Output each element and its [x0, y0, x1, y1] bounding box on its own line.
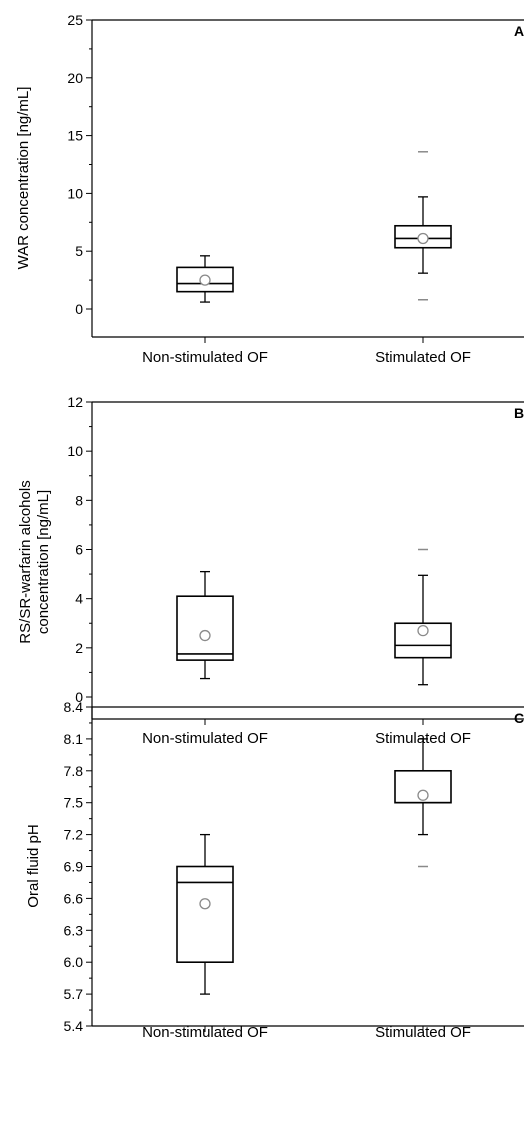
x-tick-label: Non-stimulated OF — [142, 730, 268, 747]
box-body — [176, 595, 234, 661]
y-tick-label: 8 — [75, 492, 83, 508]
mean-marker — [417, 232, 429, 245]
mean-marker — [199, 274, 211, 286]
y-tick-label: 6.3 — [64, 922, 84, 938]
mean-marker — [417, 789, 429, 801]
panel-label: A — [514, 23, 524, 39]
y-axis-label-line: concentration [ng/mL] — [35, 490, 52, 634]
y-tick-label: 8.1 — [64, 731, 84, 747]
y-axis-label-line: RS/SR-warfarin alcohols — [17, 480, 34, 643]
mean-marker — [417, 624, 429, 637]
y-tick-label: 7.5 — [64, 795, 84, 811]
y-tick-label: 20 — [67, 70, 83, 86]
y-tick-label: 25 — [67, 12, 83, 28]
y-tick-label: 5.4 — [64, 1018, 84, 1034]
y-tick-label: 5.7 — [64, 986, 84, 1002]
x-tick-label: Stimulated OF — [375, 1024, 471, 1041]
x-tick-label: Non-stimulated OF — [142, 1024, 268, 1041]
panel-a: 0 5 10 15 20 25 Non-stimulated OF Stimulated OF… — [15, 12, 524, 366]
y-tick-label: 4 — [75, 591, 83, 607]
mean-marker — [199, 898, 211, 910]
box-1 — [176, 255, 234, 303]
y-tick-label: 7.8 — [64, 763, 84, 779]
y-tick-label: 0 — [75, 689, 83, 705]
y-tick-label: 15 — [67, 128, 83, 144]
y-tick-label: 7.2 — [64, 827, 84, 843]
y-tick-label: 12 — [67, 394, 83, 410]
y-axis-label: WAR concentration [ng/mL] — [15, 87, 32, 270]
box-2 — [394, 738, 452, 868]
panel-label: C — [514, 710, 524, 726]
y-tick-label: 6.9 — [64, 859, 84, 875]
box-2 — [394, 548, 452, 686]
x-tick-label: Non-stimulated OF — [142, 349, 268, 366]
y-tick-label: 6.6 — [64, 890, 84, 906]
y-tick-label: 10 — [67, 185, 83, 201]
mean-marker — [199, 629, 211, 642]
panel-c: 5.4 5.7 6.0 6.3 6.6 6.9 7.2 7.5 7.8 8.1 8.4 Non-sti… — [25, 699, 524, 1041]
y-axis-label: Oral fluid pH — [25, 824, 42, 907]
y-axis-label: RS/SR-warfarin alcoholsconcentration [ng… — [17, 480, 52, 643]
box-1 — [176, 833, 234, 995]
y-tick-label: 8.4 — [64, 699, 84, 715]
panel-label: B — [514, 405, 524, 421]
y-tick-label: 6 — [75, 542, 83, 558]
y-tick-label: 5 — [75, 243, 83, 259]
box-2 — [394, 151, 452, 301]
y-tick-label: 10 — [67, 443, 83, 459]
box-body — [176, 865, 234, 963]
x-tick-label: Stimulated OF — [375, 349, 471, 366]
y-tick-label: 6.0 — [64, 954, 84, 970]
y-tick-label: 0 — [75, 301, 83, 317]
y-tick-label: 2 — [75, 640, 83, 656]
box-1 — [176, 570, 234, 680]
